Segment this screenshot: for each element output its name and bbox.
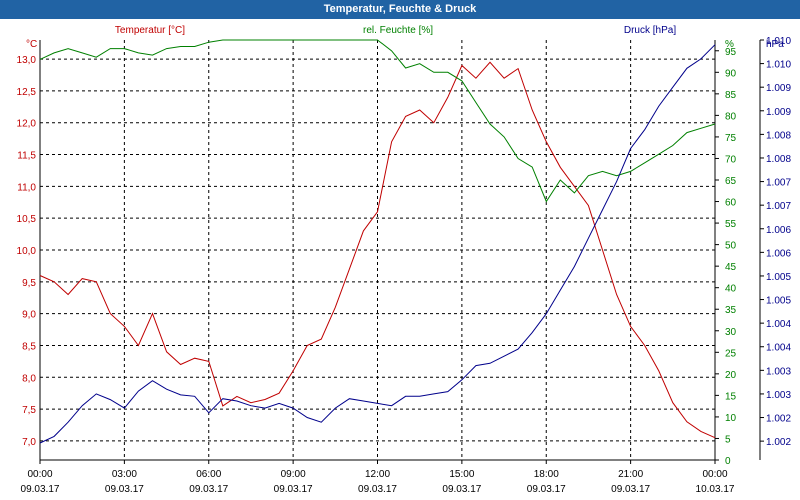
temperature-axis: 7,0 7,5 8,0 8,5 9,0 9,5 10,0 10,5 11,0 11,5 12,0 12…	[17, 39, 38, 448]
temperature-tick-label: 11,5	[17, 151, 36, 162]
date-tick-label: 09.03.17	[105, 484, 144, 495]
pressure-tick-label: 1.010	[766, 36, 791, 47]
pressure-series-line	[39, 44, 716, 444]
temperature-tick-label: 13,0	[17, 55, 37, 66]
time-tick-label: 18:00	[534, 469, 559, 480]
humidity-tick-label: 80	[725, 111, 737, 122]
humidity-tick-label: 90	[725, 68, 737, 79]
date-tick-label: 09.03.17	[21, 484, 60, 495]
date-tick-label: 09.03.17	[527, 484, 566, 495]
humidity-tick-label: 50	[725, 241, 737, 252]
humidity-tick-label: 75	[725, 133, 737, 144]
humidity-tick-label: 70	[725, 154, 737, 165]
humidity-tick-label: 15	[725, 391, 737, 402]
pressure-tick-label: 1.007	[766, 178, 791, 189]
humidity-tick-label: 20	[725, 370, 737, 381]
date-tick-label: 09.03.17	[442, 484, 481, 495]
pressure-axis-title: Druck [hPa]	[624, 25, 676, 36]
date-tick-label: 09.03.17	[274, 484, 313, 495]
temperature-tick-label: 12,0	[17, 119, 37, 130]
humidity-tick-label: 0	[725, 456, 731, 467]
humidity-tick-label: 40	[725, 284, 737, 295]
pressure-tick-label: 1.004	[766, 343, 791, 354]
time-tick-label: 00:00	[702, 469, 727, 480]
axis-titles: Temperatur [°C] rel. Feuchte [%] Druck [hP…	[115, 25, 676, 36]
humidity-tick-label: 95	[725, 47, 737, 58]
humidity-tick-label: 85	[725, 90, 737, 101]
humidity-series-line	[39, 39, 716, 203]
time-tick-label: 15:00	[449, 469, 474, 480]
time-tick-label: 12:00	[365, 469, 390, 480]
chart-grid	[39, 40, 716, 460]
temperature-tick-label: 7,5	[22, 405, 36, 416]
pressure-tick-label: 1.007	[766, 201, 791, 212]
time-tick-label: 09:00	[281, 469, 306, 480]
pressure-tick-label: 1.009	[766, 83, 791, 94]
date-tick-label: 09.03.17	[189, 484, 228, 495]
pressure-tick-label: 1.004	[766, 319, 791, 330]
series-lines	[39, 39, 716, 444]
time-tick-label: 21:00	[618, 469, 643, 480]
temperature-tick-label: 7,0	[22, 437, 36, 448]
humidity-tick-label: 10	[725, 413, 737, 424]
time-axis: 00:00 09.03.17 03:00 09.03.17 06:00 09.03.17 0…	[21, 460, 735, 495]
humidity-tick-label: 25	[725, 348, 737, 359]
humidity-axis: 0 5 10 15 20 25 30 35 40 45 50 55 60 65 70 75 80 85 90 95%	[715, 39, 737, 467]
pressure-tick-label: 1.006	[766, 248, 791, 259]
pressure-tick-label: 1.003	[766, 366, 791, 377]
pressure-tick-label: 1.008	[766, 130, 791, 141]
pressure-tick-label: 1.002	[766, 414, 791, 425]
temperature-axis-title: Temperatur [°C]	[115, 25, 185, 36]
humidity-unit-label: %	[725, 39, 734, 50]
temperature-tick-label: 8,0	[22, 373, 36, 384]
pressure-tick-label: 1.008	[766, 154, 791, 165]
humidity-tick-label: 60	[725, 198, 737, 209]
humidity-tick-label: 5	[725, 434, 731, 445]
temperature-tick-label: 11,0	[17, 182, 36, 193]
temperature-series-line	[39, 61, 716, 439]
temperature-tick-label: 10,5	[17, 214, 37, 225]
humidity-tick-label: 65	[725, 176, 737, 187]
date-tick-label: 09.03.17	[611, 484, 650, 495]
humidity-tick-label: 55	[725, 219, 737, 230]
pressure-axis: 1.002 1.002 1.003 1.003 1.004 1.004 1.005 1.005…	[760, 36, 791, 448]
temperature-unit-label: °C	[26, 39, 37, 50]
humidity-axis-title: rel. Feuchte [%]	[363, 25, 433, 36]
temperature-tick-label: 8,5	[22, 341, 36, 352]
time-tick-label: 03:00	[112, 469, 137, 480]
temperature-tick-label: 12,5	[17, 87, 37, 98]
pressure-tick-label: 1.006	[766, 225, 791, 236]
pressure-tick-label: 1.005	[766, 296, 791, 307]
humidity-tick-label: 45	[725, 262, 737, 273]
chart-title: Temperatur, Feuchte & Druck	[0, 0, 800, 19]
pressure-tick-label: 1.002	[766, 437, 791, 448]
pressure-unit-label: hPa	[766, 39, 784, 50]
pressure-tick-label: 1.003	[766, 390, 791, 401]
humidity-tick-label: 30	[725, 327, 737, 338]
time-tick-label: 06:00	[196, 469, 221, 480]
pressure-tick-label: 1.009	[766, 107, 791, 118]
temperature-tick-label: 10,0	[17, 246, 37, 257]
temperature-tick-label: 9,5	[22, 278, 36, 289]
time-tick-label: 00:00	[27, 469, 52, 480]
pressure-tick-label: 1.005	[766, 272, 791, 283]
humidity-tick-label: 35	[725, 305, 737, 316]
temperature-tick-label: 9,0	[22, 310, 36, 321]
date-tick-label: 09.03.17	[358, 484, 397, 495]
date-tick-label: 10.03.17	[696, 484, 735, 495]
pressure-tick-label: 1.010	[766, 60, 791, 71]
